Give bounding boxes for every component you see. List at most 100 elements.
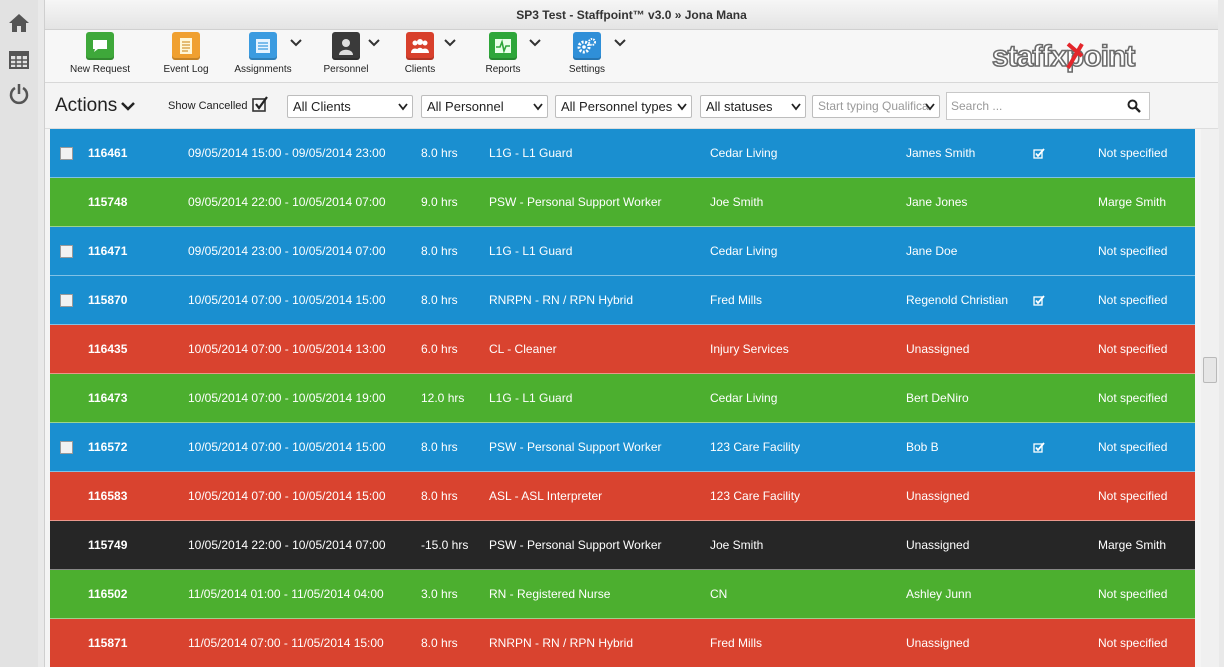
row-select-checkbox[interactable] bbox=[60, 245, 73, 258]
assignment-personnel: Bert DeNiro bbox=[906, 391, 969, 405]
assignment-datetime: 10/05/2014 07:00 - 10/05/2014 15:00 bbox=[188, 440, 386, 454]
assignment-datetime: 10/05/2014 07:00 - 10/05/2014 15:00 bbox=[188, 489, 386, 503]
confirmed-check-icon bbox=[1033, 295, 1045, 306]
assignment-supervisor: Not specified bbox=[1098, 244, 1168, 258]
reports-button[interactable]: Reports bbox=[483, 32, 541, 80]
speech-bubble-icon bbox=[86, 32, 114, 60]
assignment-personnel: Unassigned bbox=[906, 636, 970, 650]
assignment-personnel: James Smith bbox=[906, 146, 976, 160]
show-cancelled-checkbox[interactable] bbox=[252, 96, 268, 112]
scrollbar-thumb[interactable] bbox=[1203, 357, 1217, 383]
assignment-client: Cedar Living bbox=[710, 391, 778, 405]
toolbar: New Request Event Log Assignments Person… bbox=[45, 30, 1218, 83]
assignment-client: Joe Smith bbox=[710, 195, 764, 209]
assignment-id: 116583 bbox=[88, 489, 128, 503]
chevron-down-icon[interactable] bbox=[368, 38, 380, 48]
assignment-datetime: 11/05/2014 07:00 - 11/05/2014 15:00 bbox=[188, 636, 384, 650]
personnel-filter-select[interactable]: All Personnel bbox=[421, 95, 548, 118]
assignments-list: 116461 09/05/2014 15:00 - 09/05/2014 23:0… bbox=[50, 129, 1195, 667]
group-icon bbox=[406, 32, 434, 60]
assignment-row[interactable]: 116572 10/05/2014 07:00 - 10/05/2014 15:0… bbox=[50, 423, 1195, 472]
clients-label: Clients bbox=[404, 64, 436, 75]
assignment-supervisor: Marge Smith bbox=[1098, 538, 1167, 552]
assignment-row[interactable]: 115749 10/05/2014 22:00 - 10/05/2014 07:0… bbox=[50, 521, 1195, 570]
assignment-row[interactable]: 115870 10/05/2014 07:00 - 10/05/2014 15:0… bbox=[50, 276, 1195, 325]
qualifications-filter-input[interactable]: Start typing Qualifica bbox=[812, 95, 940, 118]
assignments-button[interactable]: Assignments bbox=[232, 32, 302, 80]
chevron-down-icon bbox=[398, 103, 408, 111]
assignment-client: Cedar Living bbox=[710, 146, 778, 160]
assignment-datetime: 09/05/2014 23:00 - 10/05/2014 07:00 bbox=[188, 244, 386, 258]
assignment-id: 116471 bbox=[88, 244, 128, 258]
window-title: SP3 Test - Staffpoint™ v3.0 » Jona Mana bbox=[45, 0, 1218, 30]
confirmed-check-icon bbox=[1033, 148, 1045, 159]
search-input[interactable]: Search ... bbox=[946, 92, 1150, 120]
assignment-supervisor: Not specified bbox=[1098, 440, 1168, 454]
personnel-label: Personnel bbox=[323, 64, 369, 75]
calendar-list-icon bbox=[249, 32, 277, 60]
assignment-personnel: Jane Doe bbox=[906, 244, 958, 258]
assignment-row[interactable]: 116435 10/05/2014 07:00 - 10/05/2014 13:0… bbox=[50, 325, 1195, 374]
assignment-client: CN bbox=[710, 587, 728, 601]
assignment-personnel: Unassigned bbox=[906, 489, 970, 503]
assignment-hours: 9.0 hrs bbox=[421, 195, 458, 209]
gears-icon bbox=[573, 32, 601, 60]
search-icon[interactable] bbox=[1127, 99, 1141, 113]
search-placeholder: Search ... bbox=[951, 99, 1003, 113]
assignment-id: 115749 bbox=[88, 538, 128, 552]
assignment-supervisor: Not specified bbox=[1098, 342, 1168, 356]
power-icon[interactable] bbox=[8, 83, 30, 105]
assignment-row[interactable]: 116471 09/05/2014 23:00 - 10/05/2014 07:0… bbox=[50, 227, 1195, 276]
assignment-row[interactable]: 116461 09/05/2014 15:00 - 09/05/2014 23:0… bbox=[50, 129, 1195, 178]
assignment-id: 115870 bbox=[88, 293, 128, 307]
assignment-position: L1G - L1 Guard bbox=[489, 244, 573, 258]
assignment-row[interactable]: 116583 10/05/2014 07:00 - 10/05/2014 15:0… bbox=[50, 472, 1195, 521]
new-request-button[interactable]: New Request bbox=[67, 32, 133, 80]
assignment-client: Fred Mills bbox=[710, 636, 763, 650]
assignment-position: RNRPN - RN / RPN Hybrid bbox=[489, 293, 634, 307]
chevron-down-icon bbox=[925, 103, 935, 111]
show-cancelled-toggle[interactable]: Show Cancelled bbox=[168, 96, 268, 112]
personnel-types-filter-select[interactable]: All Personnel types bbox=[555, 95, 692, 118]
person-icon bbox=[332, 32, 360, 60]
assignment-row[interactable]: 116502 11/05/2014 01:00 - 11/05/2014 04:0… bbox=[50, 570, 1195, 619]
row-select-checkbox[interactable] bbox=[60, 441, 73, 454]
assignment-datetime: 10/05/2014 07:00 - 10/05/2014 15:00 bbox=[188, 293, 386, 307]
row-select-checkbox[interactable] bbox=[60, 294, 73, 307]
assignment-client: 123 Care Facility bbox=[710, 440, 801, 454]
statuses-filter-select[interactable]: All statuses bbox=[700, 95, 806, 118]
assignment-supervisor: Not specified bbox=[1098, 587, 1168, 601]
settings-label: Settings bbox=[568, 64, 606, 75]
assignment-personnel: Unassigned bbox=[906, 538, 970, 552]
chevron-down-icon bbox=[121, 102, 136, 111]
assignment-personnel: Unassigned bbox=[906, 342, 970, 356]
clients-filter-select[interactable]: All Clients bbox=[287, 95, 413, 118]
qualifications-placeholder: Start typing Qualifica bbox=[818, 99, 929, 113]
actions-label: Actions bbox=[55, 95, 118, 116]
assignment-id: 115748 bbox=[88, 195, 128, 209]
home-icon[interactable] bbox=[8, 12, 30, 34]
assignment-datetime: 10/05/2014 22:00 - 10/05/2014 07:00 bbox=[188, 538, 386, 552]
actions-menu[interactable]: Actions bbox=[55, 95, 136, 117]
assignment-hours: 8.0 hrs bbox=[421, 489, 458, 503]
assignment-position: RN - Registered Nurse bbox=[489, 587, 611, 601]
assignment-datetime: 11/05/2014 01:00 - 11/05/2014 04:00 bbox=[188, 587, 384, 601]
clients-filter-value: All Clients bbox=[293, 99, 351, 114]
assignment-personnel: Ashley Junn bbox=[906, 587, 972, 601]
assignment-row[interactable]: 115871 11/05/2014 07:00 - 11/05/2014 15:0… bbox=[50, 619, 1195, 667]
event-log-button[interactable]: Event Log bbox=[157, 32, 215, 80]
assignment-row[interactable]: 116473 10/05/2014 07:00 - 10/05/2014 19:0… bbox=[50, 374, 1195, 423]
scrollbar[interactable] bbox=[1201, 129, 1219, 667]
chevron-down-icon[interactable] bbox=[290, 38, 302, 48]
calendar-icon[interactable] bbox=[8, 48, 30, 70]
assignment-position: L1G - L1 Guard bbox=[489, 391, 573, 405]
chevron-down-icon[interactable] bbox=[444, 38, 456, 48]
row-select-checkbox[interactable] bbox=[60, 147, 73, 160]
assignment-row[interactable]: 115748 09/05/2014 22:00 - 10/05/2014 07:0… bbox=[50, 178, 1195, 227]
assignment-hours: 3.0 hrs bbox=[421, 587, 458, 601]
chevron-down-icon[interactable] bbox=[614, 38, 626, 48]
settings-button[interactable]: Settings bbox=[566, 32, 626, 80]
chevron-down-icon[interactable] bbox=[529, 38, 541, 48]
clients-button[interactable]: Clients bbox=[400, 32, 456, 80]
personnel-button[interactable]: Personnel bbox=[318, 32, 380, 80]
